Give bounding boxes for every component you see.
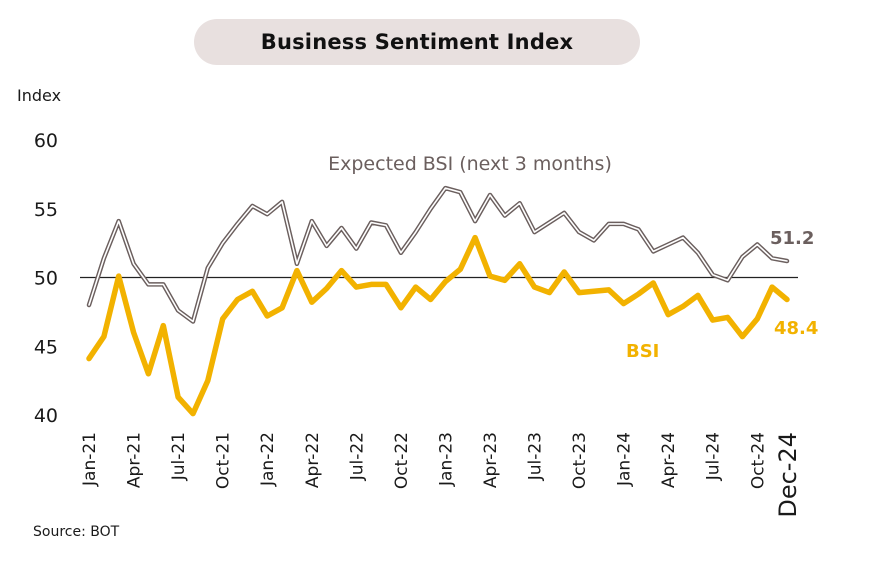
y-tick-label: 60 <box>34 130 58 152</box>
y-tick-label: 40 <box>34 405 58 427</box>
x-tick-label: Jan-21 <box>80 432 100 487</box>
y-tick-label: 55 <box>34 199 58 221</box>
x-tick-label: Oct-21 <box>214 432 234 489</box>
y-axis-ticks: 40 45 50 55 60 <box>34 130 58 427</box>
x-tick-label: Jul-21 <box>169 432 189 481</box>
x-tick-label: Oct-22 <box>392 432 412 489</box>
x-tick-label: Jul-24 <box>704 432 724 481</box>
y-tick-label: 50 <box>34 268 58 290</box>
source-note: Source: BOT <box>33 524 120 540</box>
series-line-expected-bsi <box>86 185 790 324</box>
x-tick-label: Jan-24 <box>615 432 635 487</box>
y-axis-label: Index <box>17 86 62 105</box>
x-tick-label: Oct-23 <box>570 432 590 489</box>
x-tick-label: Apr-22 <box>303 432 323 488</box>
x-tick-label: Oct-24 <box>748 432 768 489</box>
y-tick-label: 45 <box>34 336 58 358</box>
x-axis-ticks: Jan-21 Apr-21 Jul-21 Oct-21 Jan-22 Apr-22 Jul-… <box>80 432 802 518</box>
series-line-expected-bsi-inner <box>88 187 788 323</box>
series-name-expected-bsi: Expected BSI (next 3 months) <box>328 153 612 175</box>
x-tick-label: Dec-24 <box>774 432 802 518</box>
x-tick-label: Apr-24 <box>659 432 679 488</box>
series-line-bsi <box>86 234 790 417</box>
x-tick-label: Jan-22 <box>258 432 278 487</box>
end-value-bsi: 48.4 <box>774 318 818 339</box>
x-tick-label: Apr-23 <box>481 432 501 488</box>
end-value-expected-bsi: 51.2 <box>770 228 814 249</box>
series-labels: Expected BSI (next 3 months) BSI 51.2 48.4 <box>328 153 818 362</box>
x-tick-label: Jan-23 <box>436 432 456 487</box>
chart-title: Business Sentiment Index <box>260 30 574 54</box>
x-tick-label: Jul-22 <box>347 432 367 481</box>
series-layer <box>86 185 790 417</box>
x-tick-label: Apr-21 <box>125 432 145 488</box>
series-name-bsi: BSI <box>626 341 659 362</box>
chart-title-pill: Business Sentiment Index <box>194 19 640 65</box>
x-tick-label: Jul-23 <box>526 432 546 481</box>
